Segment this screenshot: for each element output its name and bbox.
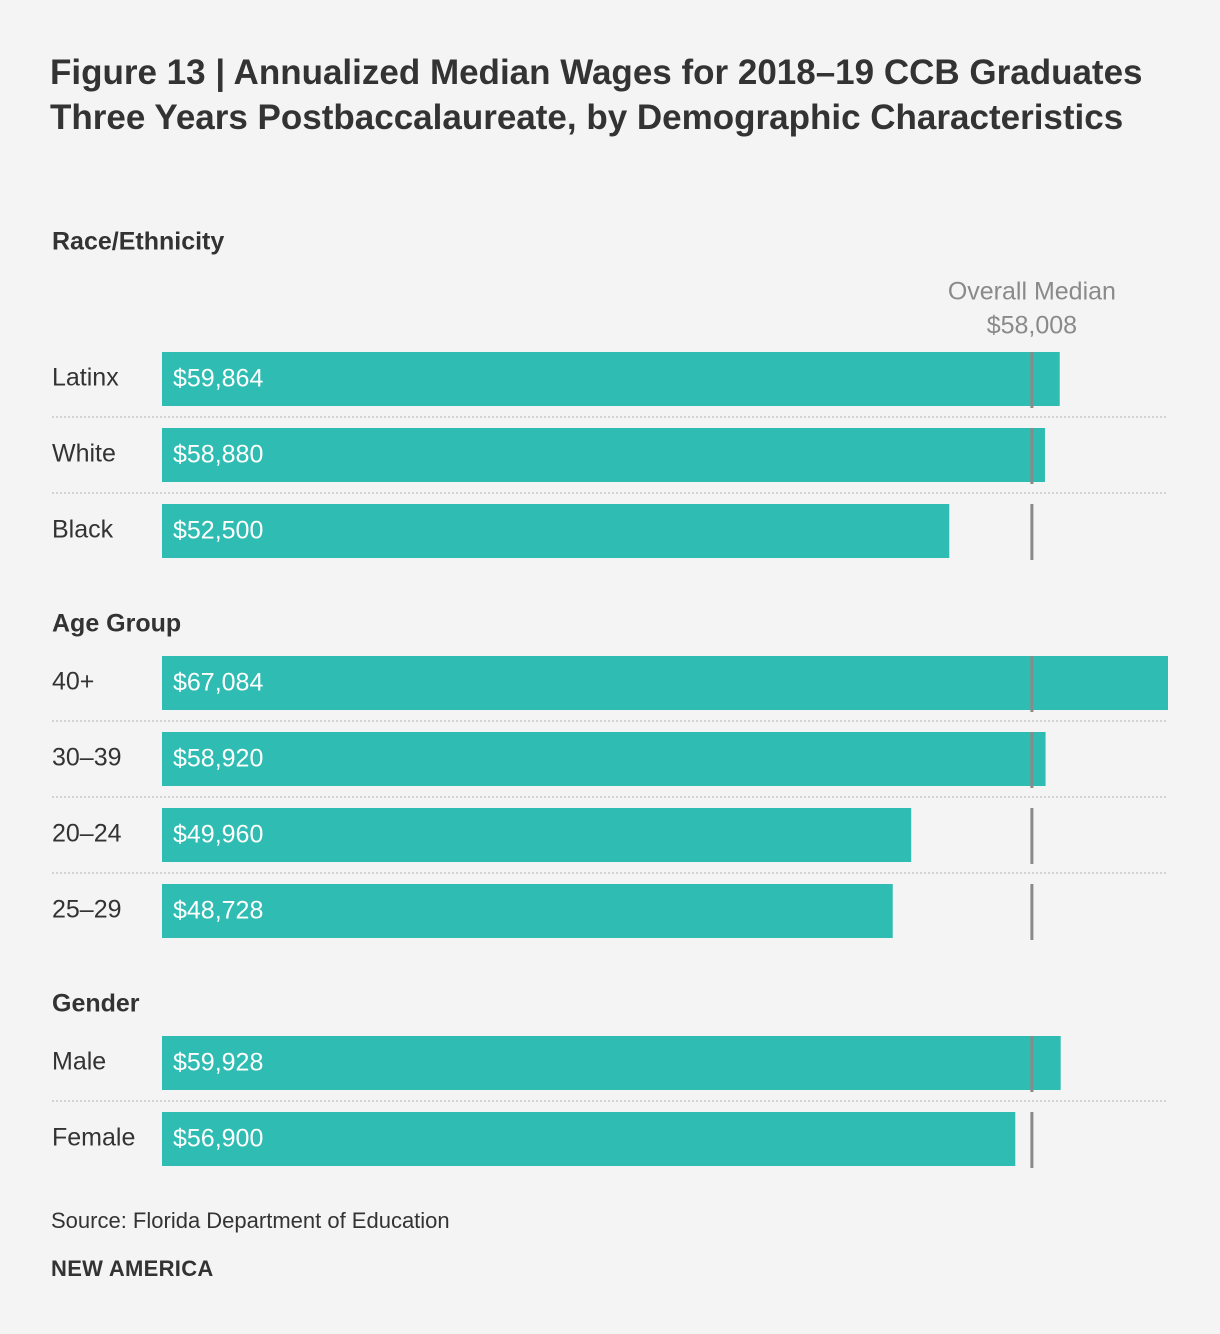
category-label: Male xyxy=(52,1048,106,1076)
category-label: White xyxy=(52,440,116,468)
bar-value-label: $52,500 xyxy=(173,517,263,545)
bar-value-label: $59,864 xyxy=(173,365,263,393)
bar-value-label: $56,900 xyxy=(173,1125,263,1153)
group-header: Age Group xyxy=(52,610,181,638)
bar xyxy=(162,504,950,558)
chart-title: Figure 13 | Annualized Median Wages for … xyxy=(50,53,1143,137)
category-label: 30–39 xyxy=(52,744,122,772)
bar-value-label: $67,084 xyxy=(173,669,263,697)
source-note: Source: Florida Department of Education xyxy=(51,1208,450,1233)
category-label: 20–24 xyxy=(52,820,122,848)
bar-value-label: $48,728 xyxy=(173,897,263,925)
bar xyxy=(162,1112,1016,1166)
group-header: Gender xyxy=(52,990,140,1018)
bar-value-label: $58,880 xyxy=(173,441,263,469)
bar xyxy=(162,428,1045,482)
bar xyxy=(162,808,912,862)
bar xyxy=(162,352,1060,406)
category-label: Female xyxy=(52,1124,135,1152)
group-header: Race/Ethnicity xyxy=(52,228,224,256)
bar xyxy=(162,1036,1061,1090)
category-label: Black xyxy=(52,516,114,544)
category-label: 40+ xyxy=(52,668,94,696)
brand-logo-text: NEW AMERICA xyxy=(51,1256,214,1281)
bar-value-label: $59,928 xyxy=(173,1049,263,1077)
median-label: Overall Median xyxy=(948,278,1116,306)
bar xyxy=(162,732,1046,786)
bar-value-label: $58,920 xyxy=(173,745,263,773)
category-label: 25–29 xyxy=(52,896,122,924)
bar-value-label: $49,960 xyxy=(173,821,263,849)
category-label: Latinx xyxy=(52,364,119,392)
bar xyxy=(162,656,1168,710)
median-value-label: $58,008 xyxy=(987,312,1077,340)
bar xyxy=(162,884,893,938)
